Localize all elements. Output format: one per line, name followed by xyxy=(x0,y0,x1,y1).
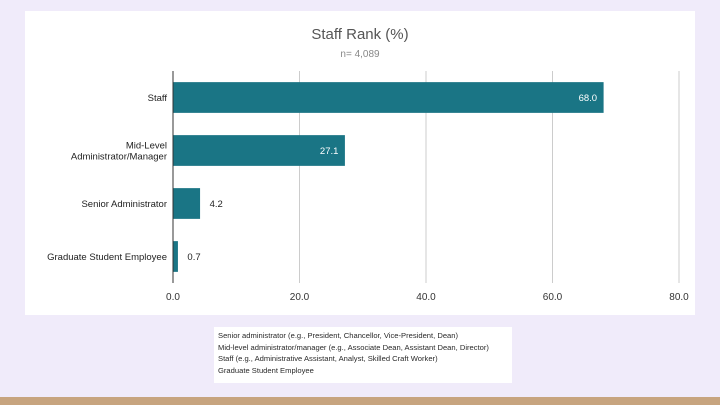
x-tick-label: 60.0 xyxy=(543,292,563,303)
bar xyxy=(173,82,604,113)
category-label: Administrator/Manager xyxy=(71,152,167,163)
data-label: 27.1 xyxy=(320,146,339,157)
footer-strip xyxy=(0,397,720,405)
bar xyxy=(173,135,345,166)
labels: 0.0 20.0 40.0 60.0 80.0 Staff 68.0 Mid-LevelAdm… xyxy=(47,93,689,303)
category-label: Mid-Level xyxy=(126,141,167,152)
chart-subtitle: n= 4,089 xyxy=(340,49,380,60)
data-label: 4.2 xyxy=(210,199,223,210)
category-label: Graduate Student Employee xyxy=(47,252,167,263)
x-tick-label: 80.0 xyxy=(669,292,689,303)
bar xyxy=(173,188,201,219)
x-tick-label: 0.0 xyxy=(166,292,180,303)
x-tick-label: 40.0 xyxy=(416,292,436,303)
chart-title: Staff Rank (%) xyxy=(311,26,408,43)
data-label: 68.0 xyxy=(579,93,598,104)
bar xyxy=(173,241,178,272)
definition-line-senior-admin: Senior administrator (e.g., President, C… xyxy=(218,331,459,340)
chart-card: Staff Rank (%) n= 4,089 0.0 20.0 40.0 60.0 8… xyxy=(25,11,695,315)
definition-line-mid-level: Mid-level administrator/manager (e.g., A… xyxy=(218,342,489,352)
category-label: Staff xyxy=(148,93,168,104)
rank-definitions-note: Senior administrator (e.g., President, C… xyxy=(214,327,512,383)
bar-chart: Staff Rank (%) n= 4,089 0.0 20.0 40.0 60.0 8… xyxy=(47,26,689,303)
category-label: Senior Administrator xyxy=(81,199,167,210)
x-tick-label: 20.0 xyxy=(290,292,310,303)
definition-line-grad-student: Graduate Student Employee xyxy=(218,365,314,375)
definition-line-staff: Staff (e.g., Administrative Assistant, A… xyxy=(218,354,438,363)
bars xyxy=(173,82,604,272)
data-label: 0.7 xyxy=(187,252,200,263)
